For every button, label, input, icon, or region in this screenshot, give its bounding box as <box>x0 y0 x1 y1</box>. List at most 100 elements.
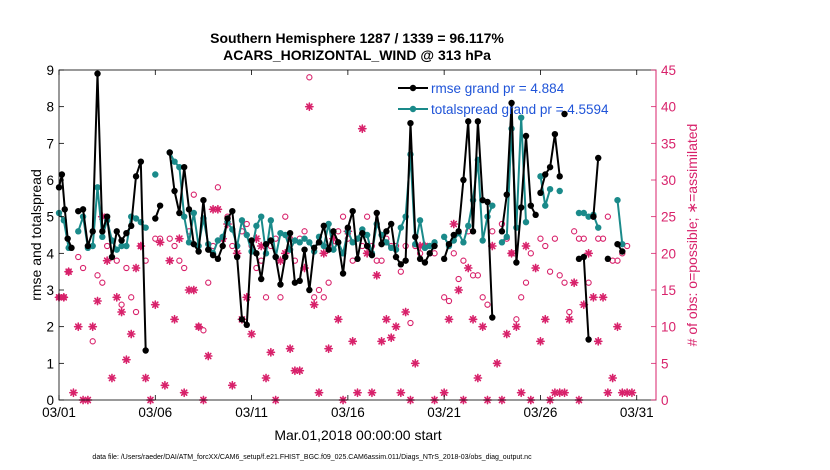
obs-assimilated-marker <box>401 307 411 317</box>
rmse-point <box>84 242 92 250</box>
obs-possible-marker <box>214 184 222 191</box>
obs-assimilated-stroke <box>320 250 328 257</box>
obs-assimilated-stroke <box>214 206 222 213</box>
totalspread-point <box>113 246 120 253</box>
rmse-point <box>61 206 68 213</box>
obs-possible-marker <box>460 257 467 264</box>
totalspread-point <box>440 233 448 241</box>
obs-assimilated-marker <box>357 124 367 134</box>
y2-tick-label: 20 <box>661 246 676 261</box>
y2-tick-label: 45 <box>661 63 676 78</box>
rmse-point <box>94 70 101 77</box>
obs-possible-marker <box>378 257 385 264</box>
obs-possible-marker <box>277 294 284 301</box>
obs-assimilated-stroke <box>74 323 82 330</box>
totalspread-point <box>426 242 433 250</box>
obs-assimilated-stroke <box>65 268 72 275</box>
rmse-point <box>344 224 352 231</box>
rmse-point <box>445 240 453 248</box>
obs-assimilated-stroke <box>440 389 448 396</box>
obs-assimilated-stroke <box>108 374 116 382</box>
obs-assimilated-stroke <box>402 308 409 316</box>
rmse-point <box>508 99 515 107</box>
totalspread-point <box>277 229 284 237</box>
obs-assimilated-marker <box>59 292 69 302</box>
obs-assimilated-stroke <box>488 242 496 250</box>
totalspread-point <box>363 231 371 239</box>
obs-assimilated-marker <box>213 204 223 214</box>
obs-assimilated-marker <box>194 322 204 332</box>
rmse-point <box>205 246 212 253</box>
obs-assimilated-stroke <box>623 389 631 396</box>
obs-assimilated-stroke <box>378 338 385 345</box>
obs-assimilated-stroke <box>594 338 602 345</box>
rmse-point <box>349 207 356 215</box>
obs-assimilated-stroke <box>267 349 275 356</box>
obs-assimilated-stroke <box>123 356 130 363</box>
y2-tick-label: 15 <box>661 283 676 298</box>
rmse-point <box>546 163 554 171</box>
rmse-point <box>137 158 145 165</box>
totalspread-point <box>542 202 549 209</box>
rmse-point <box>416 255 424 263</box>
obs-assimilated-marker <box>276 256 285 266</box>
obs-assimilated-marker <box>492 358 502 368</box>
rmse-point <box>214 255 222 263</box>
y2-tick-label: 30 <box>661 173 676 188</box>
rmse-point <box>68 244 75 252</box>
x-tick-label: 03/01 <box>42 405 76 420</box>
rmse-point <box>306 286 313 294</box>
obs-assimilated-stroke <box>363 250 371 257</box>
obs-assimilated-stroke <box>354 389 361 396</box>
obs-assimilated-marker <box>324 344 334 354</box>
totalspread-point <box>320 242 327 250</box>
rmse-point <box>301 246 308 253</box>
rmse-point <box>113 228 120 235</box>
totalspread-point <box>585 213 592 220</box>
obs-assimilated-marker <box>160 380 170 390</box>
obs-assimilated-marker <box>540 314 550 324</box>
rmse-point <box>604 255 612 263</box>
rmse-point <box>108 253 116 261</box>
totalspread-point <box>517 114 525 121</box>
obs-assimilated-marker <box>372 270 382 280</box>
obs-assimilated-stroke <box>248 330 255 338</box>
obs-assimilated-marker <box>131 263 141 273</box>
obs-assimilated-stroke <box>171 316 178 323</box>
rmse-point <box>513 259 520 266</box>
obs-possible-marker <box>542 242 549 250</box>
rmse-point <box>556 173 563 180</box>
obs-possible-marker <box>407 319 414 327</box>
totalspread-point <box>522 218 530 226</box>
totalspread-point <box>388 244 395 252</box>
obs-assimilated-stroke <box>349 338 357 345</box>
plot-area <box>59 70 656 400</box>
totalspread-point <box>397 224 405 231</box>
obs-assimilated-marker <box>93 296 102 306</box>
obs-assimilated-marker <box>333 314 343 324</box>
obs-assimilated-stroke <box>469 316 477 323</box>
rmse-point <box>421 259 429 266</box>
obs-assimilated-stroke <box>556 389 564 396</box>
rmse-point <box>209 251 217 259</box>
rmse-point <box>286 229 294 237</box>
totalspread-point <box>537 173 544 180</box>
totalspread-point <box>349 239 356 246</box>
y2-tick-label: 40 <box>661 100 676 115</box>
rmse-point <box>128 222 135 230</box>
rmse-point <box>359 229 366 237</box>
obs-assimilated-marker <box>64 267 74 277</box>
rmse-point <box>238 316 246 323</box>
y-tick-label: 3 <box>46 283 54 298</box>
rmse-point <box>397 261 405 268</box>
obs-possible-marker <box>455 275 462 283</box>
obs-assimilated-stroke <box>132 264 140 272</box>
obs-assimilated-marker <box>179 388 189 398</box>
obs-possible-marker <box>518 294 525 301</box>
data-file-footer: data file: /Users/raeder/DAI/ATM_forcXX/… <box>92 454 532 461</box>
obs-possible-marker <box>561 279 568 286</box>
obs-assimilated-marker <box>348 336 358 346</box>
obs-possible-marker <box>339 213 347 220</box>
totalspread-point <box>99 233 106 241</box>
rmse-line <box>592 157 600 217</box>
